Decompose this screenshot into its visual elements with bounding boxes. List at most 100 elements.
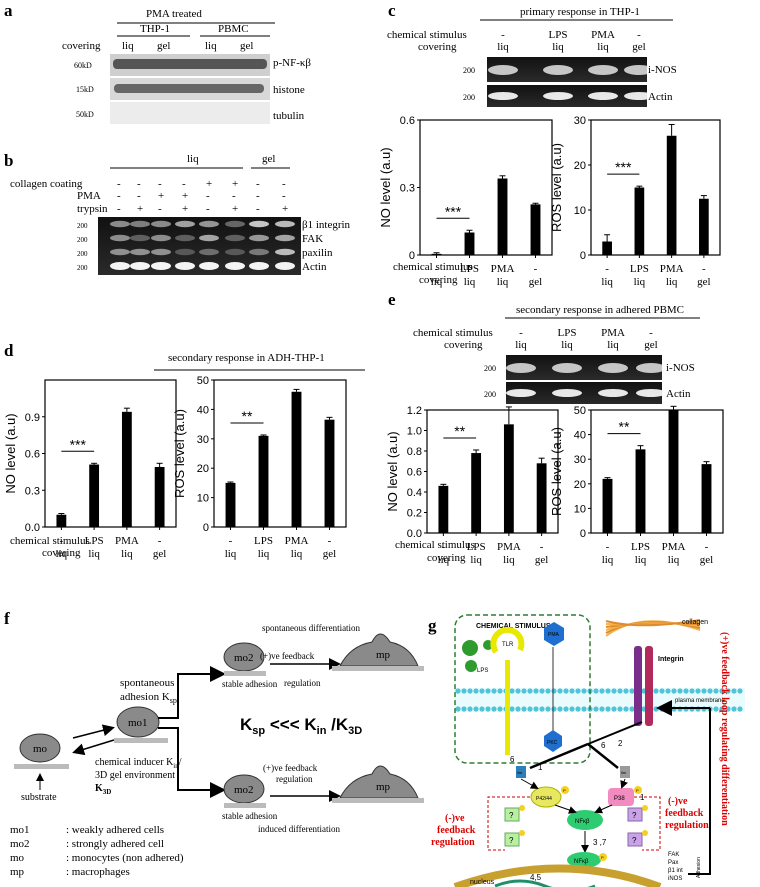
marker-60: 60kD: [74, 61, 92, 70]
x-cover-label: gel: [535, 554, 548, 566]
phosphate: [561, 786, 569, 794]
lipid-head: [671, 688, 677, 694]
y-tick-label: 30: [574, 115, 586, 127]
legend-desc: : monocytes (non adhered): [66, 852, 184, 864]
p38-kinase: [608, 788, 634, 806]
y-tick-label: 20: [574, 160, 586, 172]
unknown-box: [627, 807, 643, 822]
blot-band: [275, 234, 295, 242]
y-axis-label: ROS level (a.u): [549, 143, 564, 232]
x-cover-label: liq: [666, 276, 678, 288]
x-stim-label: LPS: [467, 541, 486, 553]
step-number: 3 ,7: [593, 838, 607, 847]
sign-cell: -: [282, 178, 286, 190]
induced-diff-label: induced differentiation: [258, 824, 341, 834]
lane-label: liq: [122, 40, 134, 52]
phosphate-label: P: [601, 855, 604, 860]
lipid-head: [569, 688, 575, 694]
lipid-head: [701, 688, 707, 694]
blot-band: [151, 220, 171, 228]
blot-band: [151, 248, 171, 256]
sign-cell: -: [117, 178, 121, 190]
step-number: 6: [601, 741, 606, 750]
blot-bands: [488, 65, 654, 100]
unknown-box: [627, 832, 643, 847]
band-label: Actin: [302, 261, 327, 273]
blot-band: [506, 389, 536, 397]
band-label: histone: [273, 84, 305, 96]
row-label: trypsin: [77, 203, 108, 215]
ilm-label: ilm: [517, 770, 523, 775]
y-tick-label: 40: [574, 430, 586, 442]
sign-cell: -: [256, 190, 260, 202]
y-tick-label: 30: [574, 454, 586, 466]
sign-cell: +: [137, 203, 143, 215]
feedback-label: (+)ve feedback: [260, 651, 315, 661]
bar: [471, 453, 482, 533]
nucleus-label: nucleus: [470, 879, 495, 886]
x-cover-label: liq: [56, 548, 68, 560]
p4244-kinase: [530, 786, 562, 808]
bar: [602, 478, 613, 533]
blot-band: [275, 220, 295, 228]
panel-d: d secondary response in ADH-THP-1: [4, 341, 365, 371]
unknown-label: ?: [632, 836, 637, 845]
y-tick-label: 0: [580, 250, 586, 262]
lipid-head: [623, 706, 629, 712]
marker-50: 50kD: [76, 110, 94, 119]
phosphate: [642, 830, 648, 836]
lipid-head: [563, 688, 569, 694]
spont-diff-label: spontaneous differentiation: [262, 623, 361, 633]
blot-band: [598, 363, 628, 373]
x-cover-label: gel: [529, 276, 542, 288]
bar: [497, 178, 508, 255]
y-tick-label: 30: [197, 434, 209, 446]
sign-cell: -: [158, 178, 162, 190]
feedback-label: (+)ve feedback: [263, 763, 318, 773]
lipid-head: [551, 688, 557, 694]
substrate-bar: [332, 798, 424, 803]
bar: [121, 411, 132, 527]
blot-band: [275, 248, 295, 256]
panel-e-header: secondary response in adhered PBMC: [516, 304, 684, 316]
band-label: i-NOS: [666, 362, 695, 374]
lipid-head: [731, 706, 737, 712]
lane-cover: gel: [644, 339, 657, 351]
band: [113, 59, 267, 69]
y-tick-label: 0.8: [407, 446, 422, 458]
integrin-label: Integrin: [658, 656, 684, 663]
lipid-head: [557, 688, 563, 694]
tlr-stem: [505, 660, 510, 755]
gene-label: iNOS: [668, 876, 682, 882]
unknown-label: ?: [509, 836, 514, 845]
x-cover-label: gel: [700, 554, 713, 566]
unknown-label: ?: [632, 811, 637, 820]
lipid-head: [575, 688, 581, 694]
bar: [324, 419, 335, 527]
neg-feedback-left: (-)ve feedback regulation: [431, 813, 476, 848]
legend-key: mo: [10, 852, 25, 864]
pkc-label: PKC: [547, 740, 558, 746]
sign-cell: -: [256, 203, 260, 215]
panel-c-header: primary response in THP-1: [520, 6, 640, 18]
x-stim-label: -: [435, 263, 439, 275]
lipid-head: [491, 706, 497, 712]
sign-cell: -: [137, 190, 141, 202]
adhesion-label: Adhesion: [696, 857, 702, 878]
sign-cell: +: [158, 190, 164, 202]
chart-frame: [213, 379, 347, 528]
blot-band: [225, 234, 245, 242]
lipid-head: [479, 706, 485, 712]
x-stim-label: -: [605, 263, 609, 275]
stim-label: chemical stimulus: [387, 29, 467, 41]
mo1-label: mo1: [128, 717, 148, 729]
group-label-liq: liq: [187, 153, 199, 165]
sign-cell: +: [282, 203, 288, 215]
step-number: 2: [618, 739, 623, 748]
mo2-label: mo2: [234, 652, 254, 664]
x-stim-label: PMA: [660, 263, 684, 275]
sign-cell: +: [206, 178, 212, 190]
band: [114, 84, 264, 93]
